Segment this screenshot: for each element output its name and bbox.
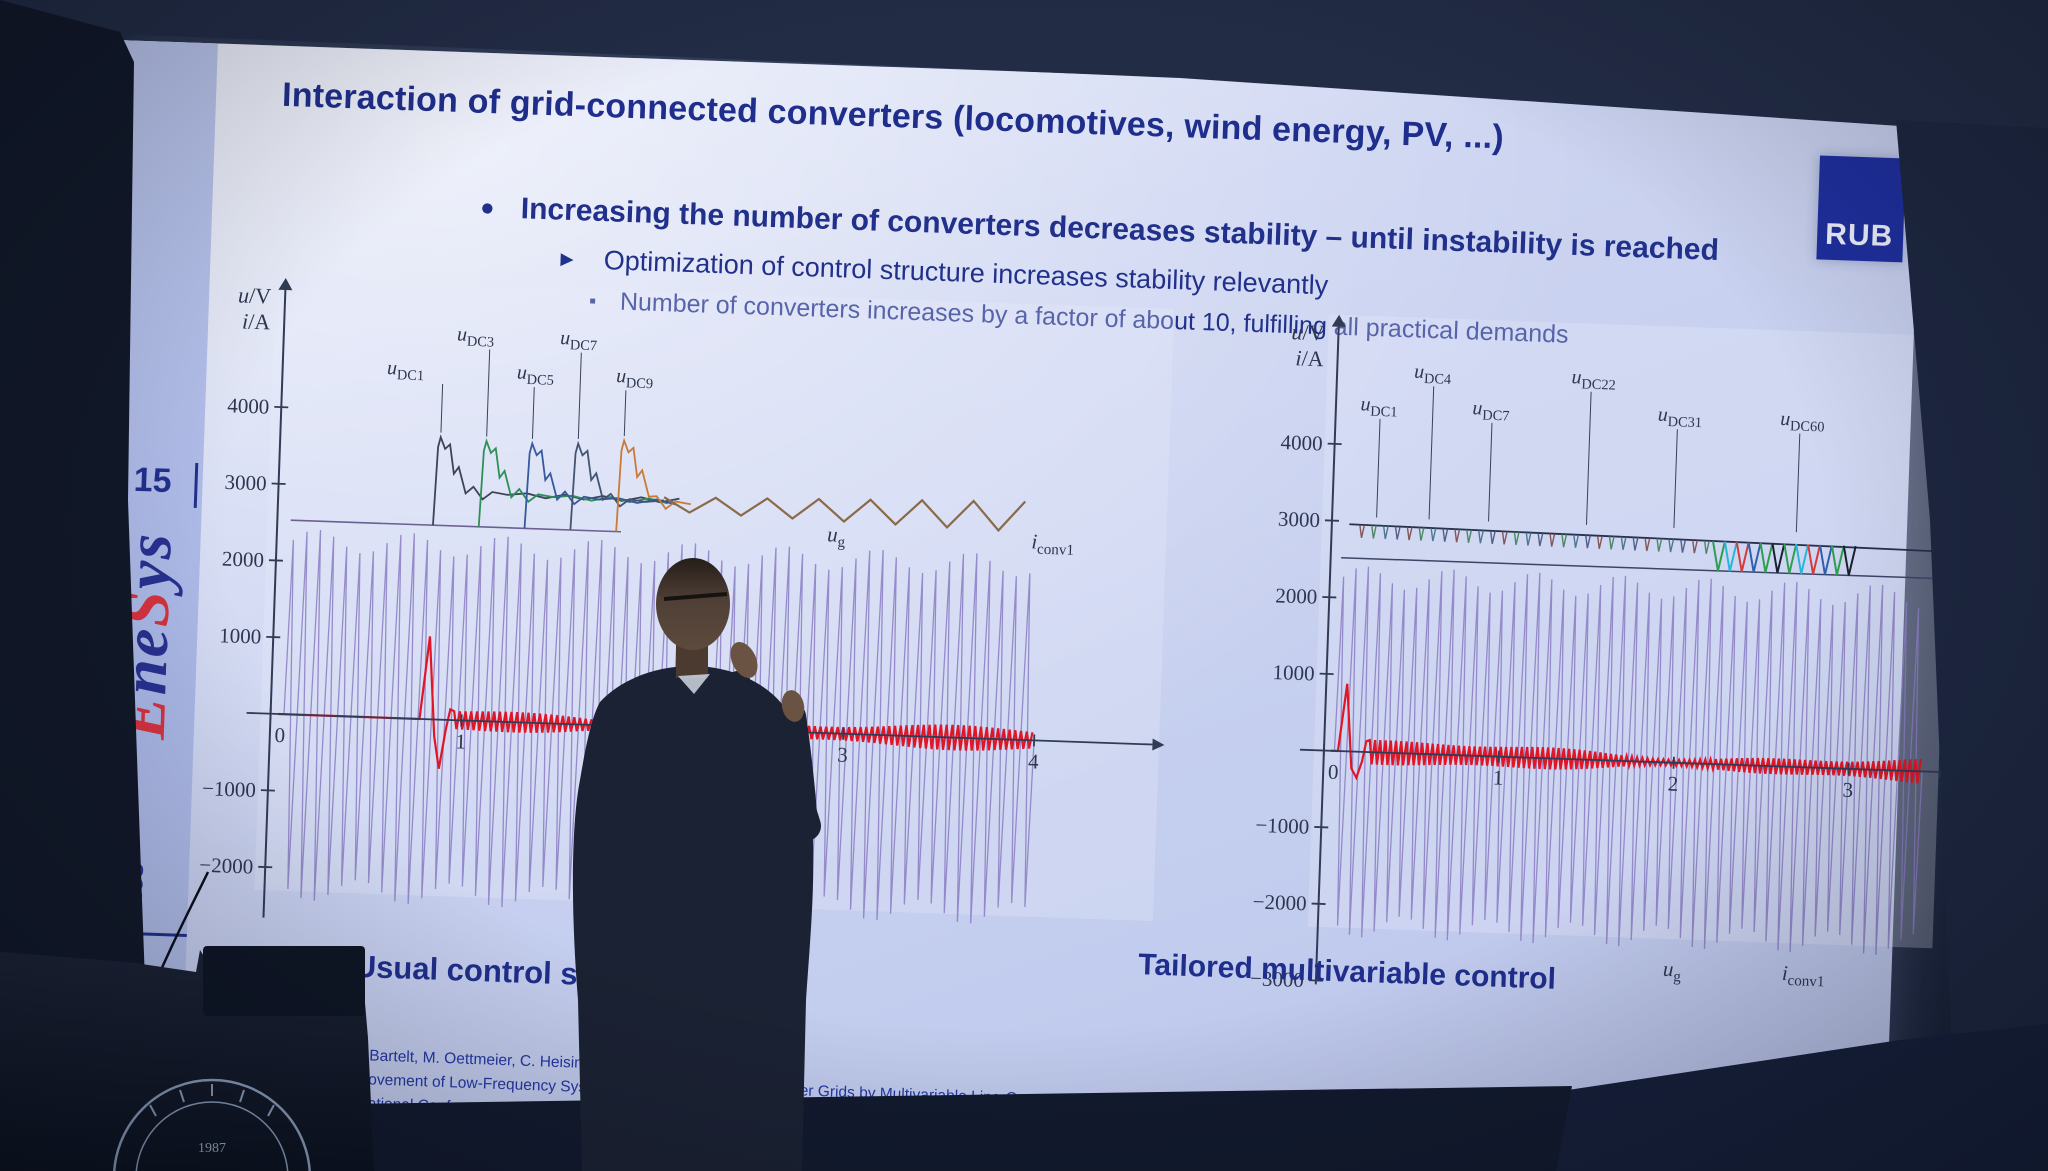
svg-text:uDC7: uDC7 [1472,397,1510,424]
svg-text:2000: 2000 [1275,583,1318,608]
rub-logo: RUB [1816,155,1906,263]
svg-text:uDC7: uDC7 [560,327,598,354]
svg-text:t: t [1956,782,1964,806]
svg-text:i/A: i/A [242,309,271,335]
bullet-dot-icon: ● [479,194,496,222]
svg-text:3000: 3000 [224,470,267,495]
svg-text:2000: 2000 [222,547,265,572]
svg-text:−2000: −2000 [1252,890,1307,916]
svg-text:3000: 3000 [1278,507,1321,532]
svg-text:uDC5: uDC5 [516,362,554,389]
svg-text:0: 0 [274,723,285,747]
caption-usual-control: Usual control structure [353,948,696,996]
svg-text:u/V: u/V [1291,319,1325,345]
svg-text:−1000: −1000 [1255,813,1310,839]
chart-tailored-control: u/V i/A 4000 3000 2000 1000 −1000 −2000 −3000 0 1 2… [1166,296,1965,1013]
svg-text:ug: ug [1662,957,1681,986]
svg-text:uDC60: uDC60 [1780,408,1825,436]
chart-tailored-control-svg: u/Vi/A 4000 3000 2000 1000 −1000 −2000 −3000 0 1 2… [1250,314,1964,992]
svg-text:−2000: −2000 [199,853,254,879]
svg-text:1000: 1000 [1272,660,1315,685]
svg-text:uDC22: uDC22 [1571,366,1616,394]
svg-text:2: 2 [646,736,657,760]
bullet-arrow-icon: ► [555,246,579,272]
citation-line3-left: ternational Conference on Electrical Sys [340,1094,617,1122]
svg-text:1: 1 [455,729,466,753]
svg-text:4000: 4000 [227,393,270,418]
svg-text:uDC9: uDC9 [616,365,654,392]
svg-text:uDC1: uDC1 [1360,393,1398,420]
svg-text:uDC4: uDC4 [1414,361,1452,388]
svg-text:4000: 4000 [1280,430,1323,455]
svg-text:ug: ug [827,522,846,551]
svg-text:iconv1: iconv1 [1781,961,1825,990]
slide-title: Interaction of grid-connected converters… [281,75,1505,157]
svg-text:−1000: −1000 [202,776,257,802]
svg-text:−3000: −3000 [1250,966,1305,992]
svg-text:uDC1: uDC1 [387,357,425,384]
svg-text:3: 3 [1842,778,1853,802]
svg-text:uDC3: uDC3 [457,323,495,350]
svg-text:4: 4 [1028,749,1040,773]
svg-text:u/V: u/V [238,282,272,308]
svg-text:iconv1: iconv1 [1031,529,1075,558]
svg-text:0: 0 [1328,760,1339,784]
svg-text:i/A: i/A [1295,345,1324,371]
rub-logo-text: RUB [1824,217,1894,254]
svg-text:uDC31: uDC31 [1657,404,1702,432]
citation-line1-left: . Bartelt, M. Oettmeier, C. Heising, V. [360,1047,614,1073]
svg-text:1000: 1000 [219,623,262,648]
svg-text:3: 3 [837,743,848,767]
svg-text:1: 1 [1492,765,1503,789]
projection-screen: EneSys 15 E FOR POWER SYSTEMS TECHNOLOGY… [80,40,1964,1171]
svg-text:2: 2 [1667,772,1678,796]
citation-line1-right: eimel [667,1053,705,1073]
svg-text:1987: 1987 [198,1141,226,1156]
citation-line2-left: nprovement of Low-Frequency System [345,1070,613,1097]
chart-usual-control: u/V i/A 4000 3000 2000 1000 −1000 −2000 0 1 2 3 4 t/s… [147,260,1185,955]
